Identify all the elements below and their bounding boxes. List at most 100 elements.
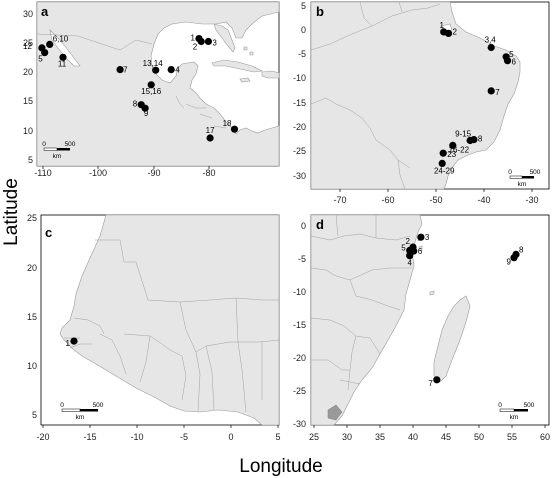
tick-label: -30 xyxy=(293,171,306,181)
site-label: 6 xyxy=(512,58,517,67)
site-label: 8 xyxy=(519,245,524,254)
site-label: 4 xyxy=(175,66,180,75)
tick-label: -5 xyxy=(298,254,306,264)
site-label: 7 xyxy=(123,66,128,75)
scale-zero: 0 xyxy=(498,402,502,409)
site-marker xyxy=(470,136,478,144)
site-marker xyxy=(438,159,446,167)
tick-label: 20 xyxy=(23,67,33,77)
y-axis-title: Latitude xyxy=(1,178,22,246)
tick-label: -15 xyxy=(83,432,96,442)
tick-label: -20 xyxy=(293,122,306,132)
tick-label: -5 xyxy=(180,432,188,442)
tick-label: -5 xyxy=(298,49,306,59)
site-label: 12 xyxy=(23,42,32,51)
panel-d-borders xyxy=(310,214,412,391)
scale-unit: km xyxy=(518,181,527,188)
tick-label: -70 xyxy=(333,195,346,205)
site-label: 5 xyxy=(509,50,514,59)
site-marker xyxy=(167,66,175,74)
site-label: 3,4 xyxy=(485,36,497,45)
site-label: 2 xyxy=(453,27,458,36)
panel-c-borders xyxy=(64,239,280,413)
site-marker xyxy=(406,252,414,260)
tick-label: 15 xyxy=(23,96,33,106)
tick-label: -20 xyxy=(36,432,49,442)
tick-label: -110 xyxy=(34,168,51,178)
tick-label: 0 xyxy=(301,221,306,231)
tick-label: -20 xyxy=(293,353,306,363)
site-label: 1 xyxy=(66,339,71,348)
panel-d-y-ticks: 0 -5 -10 -15 -20 -25 -30 xyxy=(293,221,306,429)
site-label: 9-15 xyxy=(455,130,472,139)
site-marker xyxy=(116,66,124,74)
scale-unit: km xyxy=(53,153,62,160)
site-label: 2 xyxy=(193,43,198,52)
tick-label: -60 xyxy=(381,195,394,205)
site-label: 9 xyxy=(144,109,149,118)
tick-label: -25 xyxy=(293,386,306,396)
tick-label: -10 xyxy=(293,287,306,297)
panel-c-x-ticks: -20 -15 -10 -5 0 5 xyxy=(36,425,281,442)
panel-c-y-ticks: 25 20 15 10 5 xyxy=(27,213,37,420)
panel-b-x-ticks: -70 -60 -50 -40 -30 xyxy=(333,189,539,205)
panel-d-land xyxy=(310,214,471,426)
site-label: 6 xyxy=(418,247,423,256)
tick-label: 50 xyxy=(474,432,484,442)
panel-a-label: a xyxy=(41,4,49,19)
site-label: 7 xyxy=(428,379,433,388)
panel-a-y-ticks: 30 25 20 15 10 5 xyxy=(23,9,33,165)
panel-b-scale-bar: 0 500 km xyxy=(508,169,541,188)
site-label: 1 xyxy=(191,34,196,43)
site-label: 5 xyxy=(38,55,43,64)
tick-label: 5 xyxy=(301,1,306,11)
tick-label: -25 xyxy=(293,146,306,156)
tick-label: -80 xyxy=(202,168,215,178)
site-label: 2 xyxy=(406,237,411,246)
site-marker xyxy=(141,104,149,112)
site-marker xyxy=(41,49,49,57)
site-marker xyxy=(433,376,441,384)
tick-label: -30 xyxy=(293,419,306,429)
site-marker xyxy=(439,149,447,157)
tick-label: 30 xyxy=(23,9,33,19)
site-label: 18 xyxy=(223,119,232,128)
tick-label: -10 xyxy=(293,73,306,83)
scale-value: 500 xyxy=(524,402,535,409)
panel-c-sites: 1 xyxy=(66,337,78,348)
tick-label: 30 xyxy=(342,432,352,442)
site-label: 6,10 xyxy=(53,34,69,43)
site-label: 3 xyxy=(212,39,217,48)
tick-label: -15 xyxy=(293,320,306,330)
tick-label: 45 xyxy=(441,432,451,442)
tick-label: 10 xyxy=(27,361,37,371)
panel-c-label: c xyxy=(45,225,52,240)
site-label: 7 xyxy=(495,88,500,97)
panel-b-y-ticks: 5 0 -5 -10 -15 -20 -25 -30 xyxy=(293,1,306,181)
site-label: 24-29 xyxy=(434,166,455,175)
site-marker xyxy=(206,134,214,142)
site-label: 13,14 xyxy=(143,59,164,68)
site-label: 8 xyxy=(133,100,138,109)
site-label: 1 xyxy=(439,21,444,30)
scale-value: 500 xyxy=(93,402,104,409)
site-marker xyxy=(449,141,457,149)
site-label: 4 xyxy=(407,259,412,268)
tick-label: 5 xyxy=(28,155,33,165)
scale-unit: km xyxy=(76,414,85,421)
panel-c: -20 -15 -10 -5 0 5 25 20 15 10 5 c 0 500… xyxy=(27,213,281,442)
panel-a-borders xyxy=(36,33,227,129)
panel-b-label: b xyxy=(316,4,324,19)
panel-d-sites: 3 25 64 89 7 xyxy=(401,233,524,388)
tick-label: 5 xyxy=(32,410,37,420)
site-marker xyxy=(46,40,54,49)
tick-label: -100 xyxy=(89,168,107,178)
site-label: 16-22 xyxy=(449,145,470,154)
tick-label: 20 xyxy=(27,263,37,273)
scale-zero: 0 xyxy=(508,169,512,176)
tick-label: 0 xyxy=(228,432,233,442)
scale-value: 500 xyxy=(65,141,76,148)
